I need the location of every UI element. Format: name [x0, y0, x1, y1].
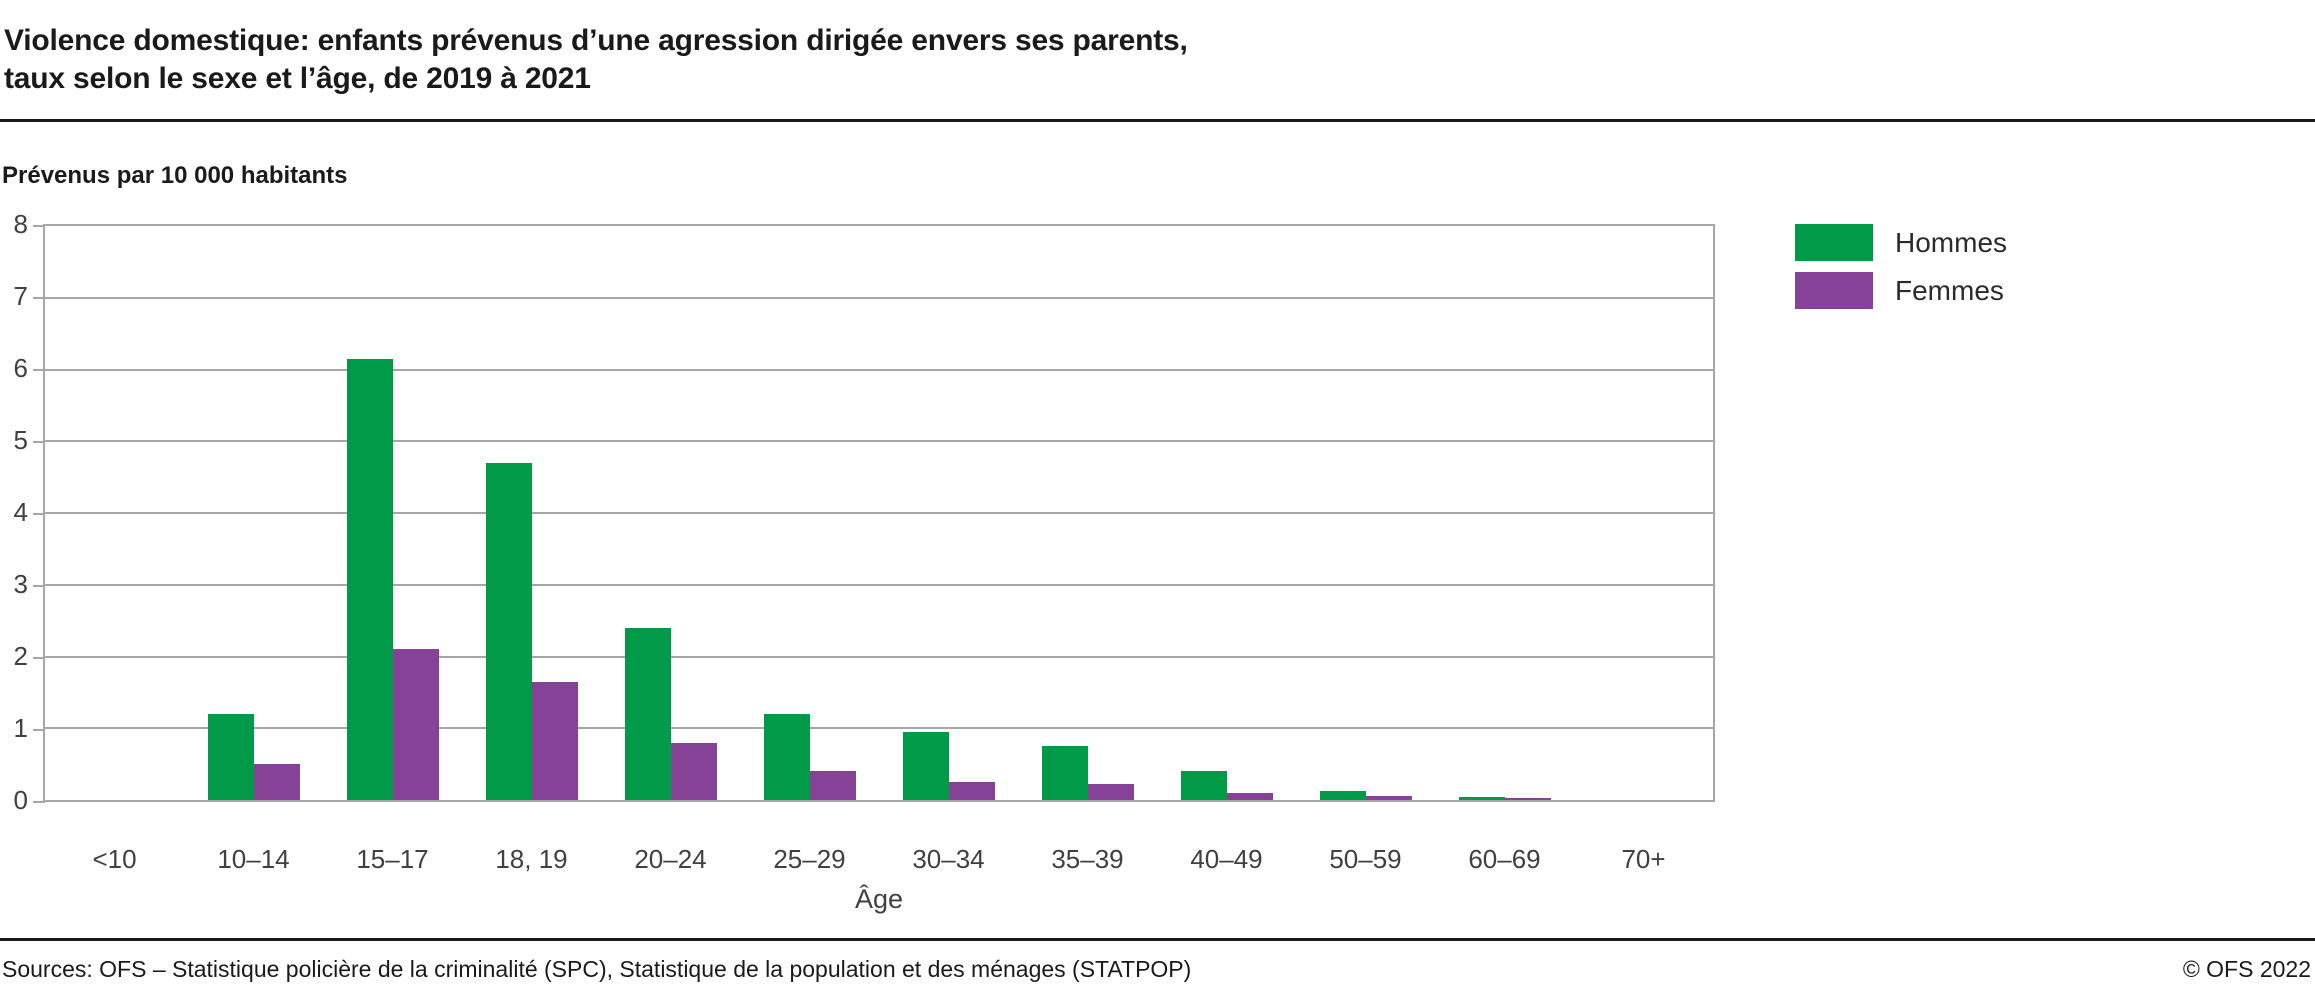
bar-hommes-30–34	[903, 732, 949, 800]
x-axis-tick-label: 30–34	[912, 844, 985, 874]
title-divider	[0, 119, 2315, 122]
y-axis-tick	[33, 801, 45, 803]
x-axis-tick-label: 50–59	[1329, 844, 1402, 874]
bar-femmes-50–59	[1366, 796, 1412, 800]
x-axis-tick-label: 35–39	[1051, 844, 1124, 874]
legend-label-femmes: Femmes	[1895, 274, 2004, 306]
bar-femmes-35–39	[1088, 784, 1134, 800]
x-axis-tick-label: 70+	[1621, 844, 1666, 874]
x-axis-tick-label: 20–24	[634, 844, 707, 874]
y-axis-tick	[33, 297, 45, 299]
sources-text: Sources: OFS – Statistique policière de …	[2, 956, 1192, 982]
y-axis-tick	[33, 657, 45, 659]
x-axis-tick-label: 40–49	[1190, 844, 1263, 874]
y-axis-unit-label: Prévenus par 10 000 habitants	[2, 162, 348, 189]
x-axis-tick-label: <10	[92, 844, 137, 874]
bar-hommes-10–14	[208, 714, 254, 800]
bar-hommes-35–39	[1042, 746, 1088, 800]
bar-hommes-60–69	[1459, 797, 1505, 800]
y-axis-tick	[33, 729, 45, 731]
bar-femmes-20–24	[671, 743, 717, 800]
x-axis-tick-label: 15–17	[356, 844, 429, 874]
legend: Hommes Femmes	[1795, 224, 2007, 320]
bar-hommes-15–17	[347, 359, 393, 800]
x-axis-tick-label: 10–14	[217, 844, 290, 874]
y-axis-tick-label: 0	[13, 785, 28, 815]
footer: Sources: OFS – Statistique policière de …	[0, 956, 2315, 983]
x-axis-tick-label: 18, 19	[495, 844, 568, 874]
gridline	[45, 512, 1713, 514]
y-axis-tick-label: 2	[13, 641, 28, 671]
legend-item-femmes: Femmes	[1795, 272, 2007, 309]
y-axis-tick-label: 1	[13, 713, 28, 743]
title-line-1: Violence domestique: enfants prévenus d’…	[4, 24, 1188, 58]
plot-area	[33, 224, 1715, 803]
bar-femmes-10–14	[254, 764, 300, 800]
bar-femmes-40–49	[1227, 793, 1273, 800]
bar-femmes-60–69	[1505, 798, 1551, 800]
y-axis-tick-label: 5	[13, 425, 28, 455]
y-axis-tick	[33, 225, 45, 227]
bar-femmes-30–34	[949, 782, 995, 800]
title-line-2: taux selon le sexe et l’âge, de 2019 à 2…	[4, 62, 591, 96]
y-axis-tick	[33, 369, 45, 371]
x-axis-tick-label: 60–69	[1468, 844, 1541, 874]
bar-femmes-25–29	[810, 771, 856, 800]
bar-femmes-18, 19	[532, 682, 578, 800]
gridline	[45, 727, 1713, 729]
y-axis-tick-label: 3	[13, 569, 28, 599]
y-axis-tick-label: 7	[13, 281, 28, 311]
footer-divider	[0, 938, 2315, 941]
page-title: Violence domestique: enfants prévenus d’…	[4, 22, 1188, 98]
x-axis-tick-label: 25–29	[773, 844, 846, 874]
gridline	[45, 297, 1713, 299]
gridline	[45, 369, 1713, 371]
y-axis-tick-label: 4	[13, 497, 28, 527]
y-axis-tick-label: 8	[13, 209, 28, 239]
bar-femmes-15–17	[393, 649, 439, 800]
gridline	[45, 440, 1713, 442]
y-axis-tick	[33, 585, 45, 587]
bar-hommes-40–49	[1181, 771, 1227, 800]
gridline	[45, 584, 1713, 586]
x-axis-title: Âge	[854, 884, 904, 914]
legend-item-hommes: Hommes	[1795, 224, 2007, 261]
bar-hommes-20–24	[625, 628, 671, 800]
bar-hommes-18, 19	[486, 463, 532, 800]
y-axis-tick	[33, 441, 45, 443]
copyright-text: © OFS 2022	[2182, 956, 2311, 982]
bar-hommes-25–29	[764, 714, 810, 800]
gridline	[45, 656, 1713, 658]
legend-swatch-femmes	[1795, 272, 1873, 309]
y-axis-tick-label: 6	[13, 353, 28, 383]
legend-label-hommes: Hommes	[1895, 226, 2008, 258]
legend-swatch-hommes	[1795, 224, 1873, 261]
y-axis-tick	[33, 513, 45, 515]
bar-hommes-50–59	[1320, 791, 1366, 800]
